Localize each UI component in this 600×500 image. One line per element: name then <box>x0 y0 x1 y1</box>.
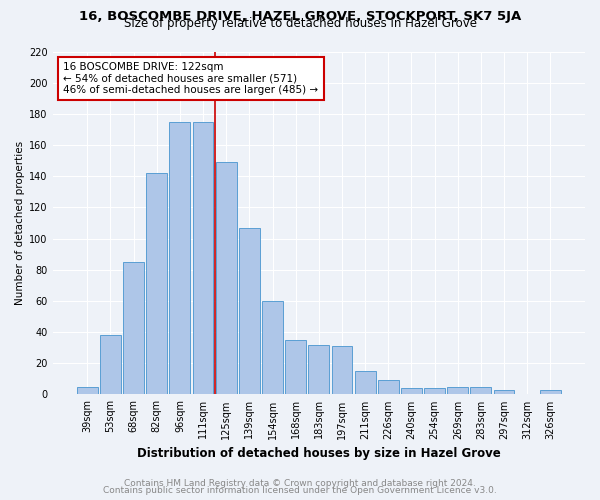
Bar <box>285 340 306 394</box>
Bar <box>100 335 121 394</box>
Bar <box>401 388 422 394</box>
Bar <box>193 122 214 394</box>
Bar <box>332 346 352 395</box>
Bar <box>169 122 190 394</box>
Bar <box>146 173 167 394</box>
Bar <box>494 390 514 394</box>
Bar <box>262 301 283 394</box>
Bar <box>448 386 468 394</box>
Bar <box>308 344 329 395</box>
Y-axis label: Number of detached properties: Number of detached properties <box>15 141 25 305</box>
Text: Size of property relative to detached houses in Hazel Grove: Size of property relative to detached ho… <box>124 18 476 30</box>
Bar <box>378 380 399 394</box>
Bar <box>77 386 98 394</box>
Bar <box>470 386 491 394</box>
Bar <box>355 371 376 394</box>
Text: 16 BOSCOMBE DRIVE: 122sqm
← 54% of detached houses are smaller (571)
46% of semi: 16 BOSCOMBE DRIVE: 122sqm ← 54% of detac… <box>63 62 319 95</box>
Text: Contains public sector information licensed under the Open Government Licence v3: Contains public sector information licen… <box>103 486 497 495</box>
Bar <box>540 390 561 394</box>
Bar <box>239 228 260 394</box>
Text: Contains HM Land Registry data © Crown copyright and database right 2024.: Contains HM Land Registry data © Crown c… <box>124 478 476 488</box>
X-axis label: Distribution of detached houses by size in Hazel Grove: Distribution of detached houses by size … <box>137 447 501 460</box>
Bar <box>424 388 445 394</box>
Bar <box>216 162 236 394</box>
Bar <box>123 262 144 394</box>
Text: 16, BOSCOMBE DRIVE, HAZEL GROVE, STOCKPORT, SK7 5JA: 16, BOSCOMBE DRIVE, HAZEL GROVE, STOCKPO… <box>79 10 521 23</box>
